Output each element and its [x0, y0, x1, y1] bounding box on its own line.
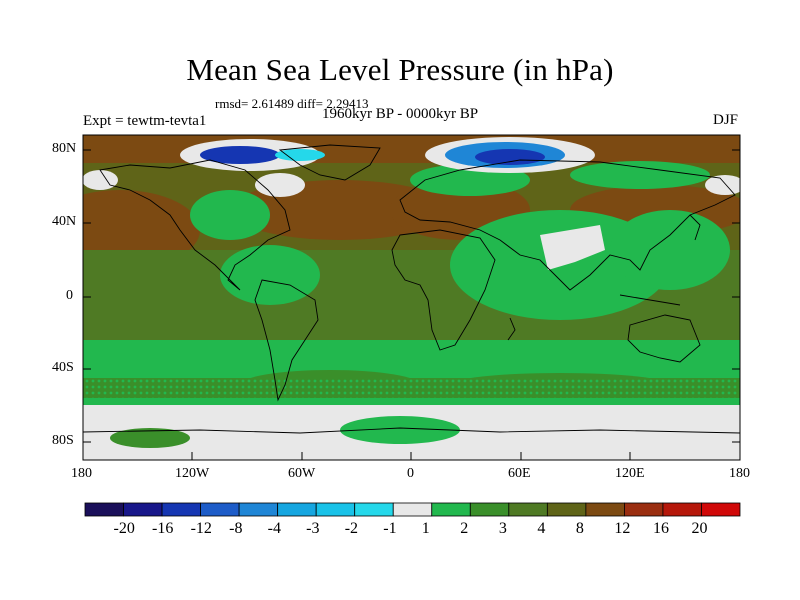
field-antarctic-green-2 — [110, 428, 190, 448]
lon-tick-60w: 60W — [288, 466, 316, 481]
field-kamchatka-white — [705, 175, 740, 195]
colorbar-box — [200, 502, 240, 517]
field-greenland-blue — [200, 146, 280, 164]
lon-tick-120e: 120E — [615, 466, 645, 481]
page-title: Mean Sea Level Pressure (in hPa) — [186, 52, 614, 87]
colorbar-box — [84, 502, 124, 517]
coast-japan — [689, 214, 701, 241]
colorbar-box — [161, 502, 201, 517]
field-npac-high — [83, 190, 200, 270]
colorbar-label: -4 — [267, 520, 281, 537]
lat-tick-40n: 40N — [52, 214, 77, 229]
lat-tick-80n: 80N — [52, 141, 77, 156]
coast-eurasia — [399, 159, 736, 291]
colorbar-label: 3 — [498, 520, 507, 537]
lon-tick-120w: 120W — [175, 466, 210, 481]
field-asia-green — [570, 161, 710, 189]
colorbar-box — [508, 502, 548, 517]
colorbar-box — [315, 502, 356, 517]
colorbar-box — [469, 502, 510, 517]
field-arctic-band — [83, 135, 740, 163]
lon-tick-60e: 60E — [508, 466, 531, 481]
field-greenland-cyan — [275, 149, 325, 161]
lat-tickmarks — [83, 149, 740, 443]
colorbar-label: 16 — [652, 520, 669, 537]
lon-tick-180e: 180 — [729, 466, 750, 481]
season-text: DJF — [713, 112, 739, 128]
coast-africa — [391, 229, 496, 351]
coast-antarctica — [83, 427, 740, 434]
colorbar-label: 12 — [614, 520, 631, 537]
field-so-green — [83, 340, 740, 380]
field-siberia-blue-dark — [475, 149, 545, 165]
colorbar-label: -20 — [113, 520, 135, 537]
colorbar-label: -16 — [152, 520, 174, 537]
field-labrador-white — [255, 173, 305, 197]
coast-south-america — [254, 279, 319, 402]
lat-tick-40s: 40S — [52, 360, 74, 375]
colorbar — [84, 502, 741, 517]
stats-text: rmsd= 2.61489 diff= 2.29413 — [215, 96, 369, 111]
colorbar-box — [546, 502, 587, 517]
coast-australia — [627, 314, 701, 363]
colorbar-label: -2 — [344, 520, 359, 537]
colorbar-box — [431, 502, 471, 517]
field-alaska-white — [83, 170, 118, 190]
colorbar-box — [238, 502, 279, 517]
colorbar-box — [277, 502, 317, 517]
coast-indonesia — [619, 294, 681, 306]
colorbar-label: 1 — [421, 520, 430, 537]
field-atl-green — [220, 245, 320, 305]
lon-tick-0: 0 — [407, 466, 414, 481]
colorbar-box — [123, 502, 163, 517]
coastlines — [83, 144, 740, 434]
experiment-text: Expt = tewtm-tevta1 — [83, 113, 207, 129]
lon-tickmarks — [82, 452, 741, 460]
colorbar-box — [354, 502, 394, 517]
coast-greenland — [278, 144, 381, 181]
pressure-field — [83, 135, 740, 460]
period-text: 1960kyr BP - 0000kyr BP — [322, 106, 479, 122]
colorbar-label: 2 — [460, 520, 469, 537]
colorbar-box — [585, 502, 625, 517]
field-tibet-white — [540, 225, 605, 270]
colorbar-label: 20 — [691, 520, 708, 537]
coast-north-america — [99, 159, 291, 291]
field-antarctic-green — [340, 416, 460, 444]
colorbar-box — [392, 502, 433, 517]
colorbar-box — [701, 502, 741, 517]
lat-tick-80s: 80S — [52, 433, 74, 448]
colorbar-box — [662, 502, 702, 517]
colorbar-label: -12 — [190, 520, 212, 537]
lon-tick-180w: 180 — [71, 466, 92, 481]
lat-tick-0: 0 — [66, 288, 73, 303]
coast-madagascar — [507, 317, 516, 341]
colorbar-label: -3 — [306, 520, 320, 537]
colorbar-box — [624, 502, 664, 517]
colorbar-label: 4 — [537, 520, 546, 537]
field-wpac-green — [610, 210, 730, 290]
colorbar-label: -8 — [229, 520, 243, 537]
colorbar-label: 8 — [575, 520, 584, 537]
field-namerica-green — [190, 190, 270, 240]
colorbar-label: -1 — [383, 520, 397, 537]
